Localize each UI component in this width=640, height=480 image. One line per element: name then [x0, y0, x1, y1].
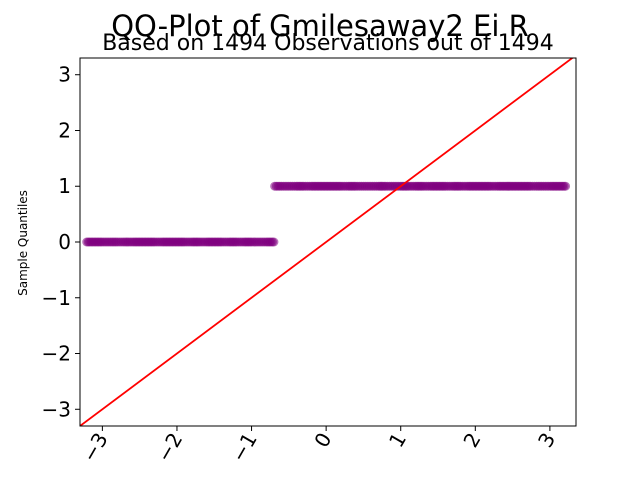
y-tick-label: 2	[58, 118, 71, 142]
y-tick-label: −3	[42, 397, 71, 421]
plot-marks	[80, 58, 574, 426]
chart-title: QQ-Plot of Gmilesaway2 Ei R	[111, 9, 529, 43]
reference-line	[80, 58, 574, 426]
y-tick-label: −2	[42, 342, 71, 366]
y-tick-label: 0	[58, 230, 71, 254]
data-point	[269, 237, 279, 247]
y-tick-label: 1	[58, 174, 71, 198]
data-point	[561, 181, 571, 191]
plot-frame	[79, 57, 577, 427]
y-axis-label: Sample Quantiles	[16, 190, 30, 296]
chart-subtitle: Based on 1494 Observations out of 1494	[102, 31, 554, 56]
y-tick-label: −1	[42, 286, 71, 310]
y-tick-label: 3	[58, 63, 71, 87]
